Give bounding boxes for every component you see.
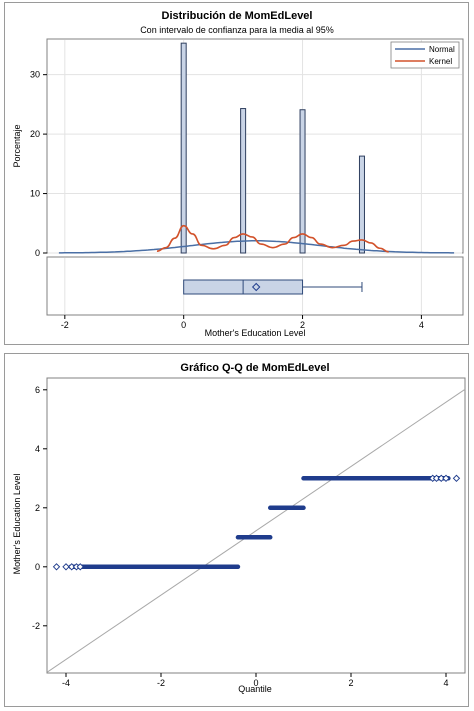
- x-tick-label: 0: [181, 320, 186, 330]
- histogram-panel: Distribución de MomEdLevel Con intervalo…: [4, 2, 469, 345]
- qq-point: [76, 563, 84, 571]
- qq-y-tick-label: 2: [35, 503, 40, 513]
- qq-point: [452, 474, 461, 483]
- kernel-curve: [156, 224, 389, 253]
- qq-point: [442, 474, 450, 483]
- histogram-bar: [240, 108, 247, 254]
- boxplot-area: [46, 256, 464, 316]
- qq-point: [52, 563, 61, 571]
- qq-x-tick-label: -2: [157, 678, 165, 688]
- x-axis-label: Mother's Education Level: [205, 328, 306, 338]
- reference-line: [46, 388, 466, 673]
- qq-y-tick-label: 4: [35, 444, 40, 454]
- y-tick-label: 30: [30, 70, 40, 80]
- qq-x-axis-label: Quantile: [238, 684, 272, 694]
- qq-chart-title: Gráfico Q-Q de MomEdLevel: [180, 362, 329, 374]
- legend: Normal Kernel: [390, 41, 460, 69]
- y-tick-label: 20: [30, 129, 40, 139]
- histogram-plot-area: [46, 38, 464, 254]
- histogram-chart: Distribución de MomEdLevel Con intervalo…: [12, 10, 464, 338]
- qq-y-tick-label: 6: [35, 385, 40, 395]
- chart-title: Distribución de MomEdLevel: [162, 10, 313, 22]
- x-tick-label: 4: [419, 320, 424, 330]
- y-tick-label: 10: [30, 189, 40, 199]
- legend-box: [390, 41, 460, 69]
- normal-curve: [58, 240, 455, 254]
- histogram-bar: [299, 109, 306, 254]
- qq-x-tick-label: 2: [348, 678, 353, 688]
- qq-plot-area: [46, 377, 466, 674]
- qq-y-tick-label: -2: [32, 621, 40, 631]
- qq-x-tick-label: 4: [443, 678, 448, 688]
- qq-y-axis-label: Mother's Education Level: [12, 474, 22, 575]
- y-tick-label: 0: [35, 248, 40, 258]
- x-tick-label: 2: [300, 320, 305, 330]
- qq-x-tick-label: 0: [253, 678, 258, 688]
- y-axis-label: Porcentaje: [12, 124, 22, 167]
- boxplot-mean-marker: [251, 282, 261, 292]
- chart-subtitle: Con intervalo de confianza para la media…: [140, 25, 334, 35]
- histogram-bar: [180, 42, 187, 254]
- legend-kernel-label: Kernel: [429, 57, 452, 66]
- x-tick-label: -2: [61, 320, 69, 330]
- qq-x-tick-label: -4: [62, 678, 70, 688]
- legend-normal-label: Normal: [429, 45, 455, 54]
- qq-y-tick-label: 0: [35, 562, 40, 572]
- qq-plot-panel: Gráfico Q-Q de MomEdLevel -2 0 2 4 6 -4 -2 0 2 4 …: [4, 353, 469, 707]
- histogram-bar: [358, 155, 365, 254]
